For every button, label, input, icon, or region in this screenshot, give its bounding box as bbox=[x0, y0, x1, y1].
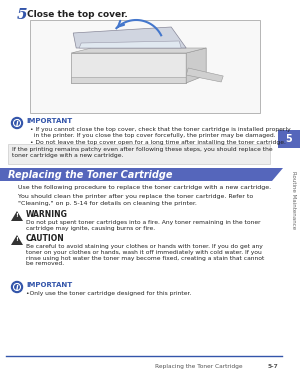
Text: Be careful to avoid staining your clothes or hands with toner. If you do get any: Be careful to avoid staining your clothe… bbox=[26, 244, 264, 266]
Text: • Do not leave the top cover open for a long time after installing the toner car: • Do not leave the top cover open for a … bbox=[30, 140, 286, 145]
Bar bbox=[278, 130, 300, 148]
Polygon shape bbox=[186, 48, 206, 83]
Text: Do not put spent toner cartridges into a fire. Any toner remaining in the toner
: Do not put spent toner cartridges into a… bbox=[26, 220, 261, 231]
Polygon shape bbox=[71, 48, 206, 53]
Text: "Cleaning," on p. 5-14 for details on cleaning the printer.: "Cleaning," on p. 5-14 for details on cl… bbox=[18, 201, 197, 206]
Text: 5: 5 bbox=[17, 8, 28, 22]
Polygon shape bbox=[272, 168, 283, 181]
Text: Replacing the Toner Cartridge: Replacing the Toner Cartridge bbox=[8, 169, 172, 179]
Circle shape bbox=[11, 117, 22, 129]
Text: Routine Maintenance: Routine Maintenance bbox=[290, 171, 296, 229]
Text: !: ! bbox=[16, 237, 18, 242]
Text: WARNING: WARNING bbox=[26, 210, 68, 219]
Bar bbox=[8, 144, 270, 164]
Text: You should clean the printer after you replace the toner cartridge. Refer to: You should clean the printer after you r… bbox=[18, 194, 253, 199]
Text: Close the top cover.: Close the top cover. bbox=[27, 10, 128, 19]
Text: • If you cannot close the top cover, check that the toner cartridge is installed: • If you cannot close the top cover, che… bbox=[30, 127, 291, 138]
Polygon shape bbox=[73, 27, 186, 48]
Text: Use the following procedure to replace the toner cartridge with a new cartridge.: Use the following procedure to replace t… bbox=[18, 185, 271, 190]
Polygon shape bbox=[71, 77, 186, 83]
Text: 5: 5 bbox=[286, 134, 292, 144]
Text: IMPORTANT: IMPORTANT bbox=[26, 282, 72, 288]
Circle shape bbox=[11, 281, 22, 293]
Text: If the printing remains patchy even after following these steps, you should repl: If the printing remains patchy even afte… bbox=[12, 147, 273, 158]
Text: !: ! bbox=[16, 213, 18, 218]
Text: i: i bbox=[16, 283, 18, 291]
Text: 5-7: 5-7 bbox=[268, 364, 279, 369]
Polygon shape bbox=[186, 68, 223, 82]
Bar bbox=[30, 20, 260, 113]
Bar bbox=[0, 168, 272, 181]
Text: IMPORTANT: IMPORTANT bbox=[26, 118, 72, 124]
Text: CAUTION: CAUTION bbox=[26, 234, 65, 243]
Text: Replacing the Toner Cartridge: Replacing the Toner Cartridge bbox=[155, 364, 243, 369]
Polygon shape bbox=[11, 235, 23, 245]
Polygon shape bbox=[71, 53, 186, 83]
Text: i: i bbox=[16, 119, 18, 127]
Polygon shape bbox=[11, 211, 23, 221]
Text: •Only use the toner cartridge designed for this printer.: •Only use the toner cartridge designed f… bbox=[26, 291, 191, 296]
Polygon shape bbox=[79, 41, 181, 48]
